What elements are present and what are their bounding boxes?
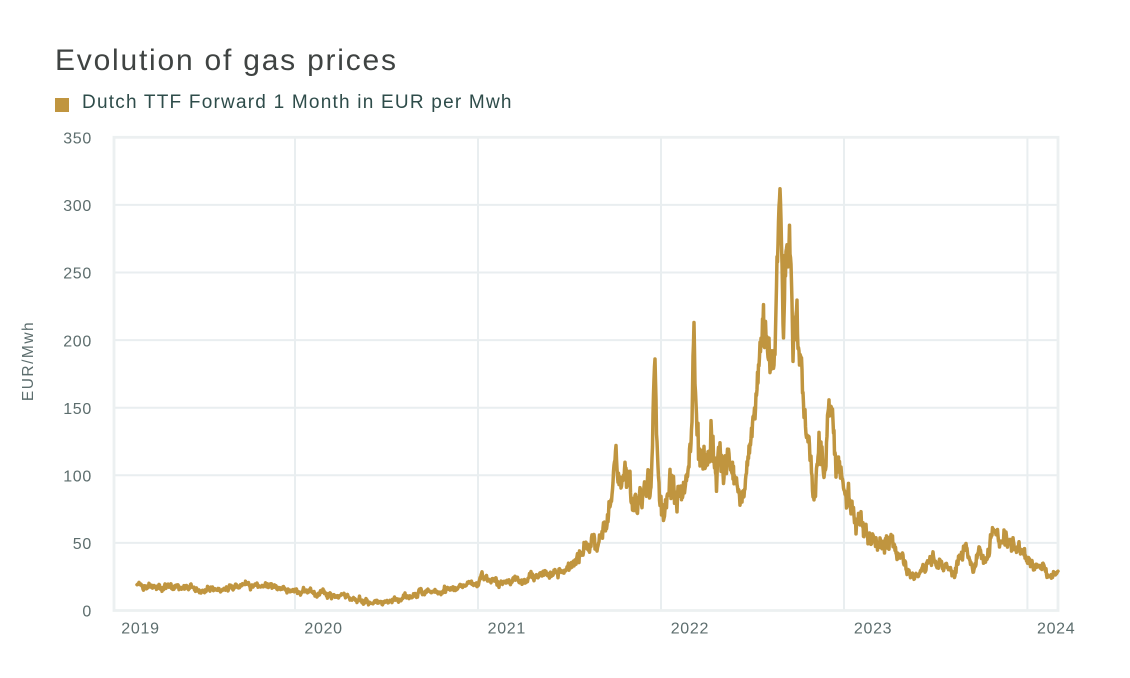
svg-text:200: 200 — [63, 333, 92, 350]
svg-text:2020: 2020 — [304, 621, 342, 638]
svg-text:350: 350 — [63, 131, 92, 148]
svg-text:2022: 2022 — [671, 621, 709, 638]
svg-text:0: 0 — [82, 604, 92, 621]
svg-text:150: 150 — [63, 401, 92, 418]
svg-text:2024: 2024 — [1037, 621, 1075, 638]
svg-text:2021: 2021 — [488, 621, 526, 638]
svg-text:250: 250 — [63, 266, 92, 283]
svg-text:2019: 2019 — [121, 621, 159, 638]
svg-text:2023: 2023 — [854, 621, 892, 638]
svg-text:EUR/Mwh: EUR/Mwh — [20, 321, 37, 401]
svg-text:300: 300 — [63, 198, 92, 215]
svg-text:100: 100 — [63, 469, 92, 486]
svg-text:50: 50 — [73, 536, 92, 553]
